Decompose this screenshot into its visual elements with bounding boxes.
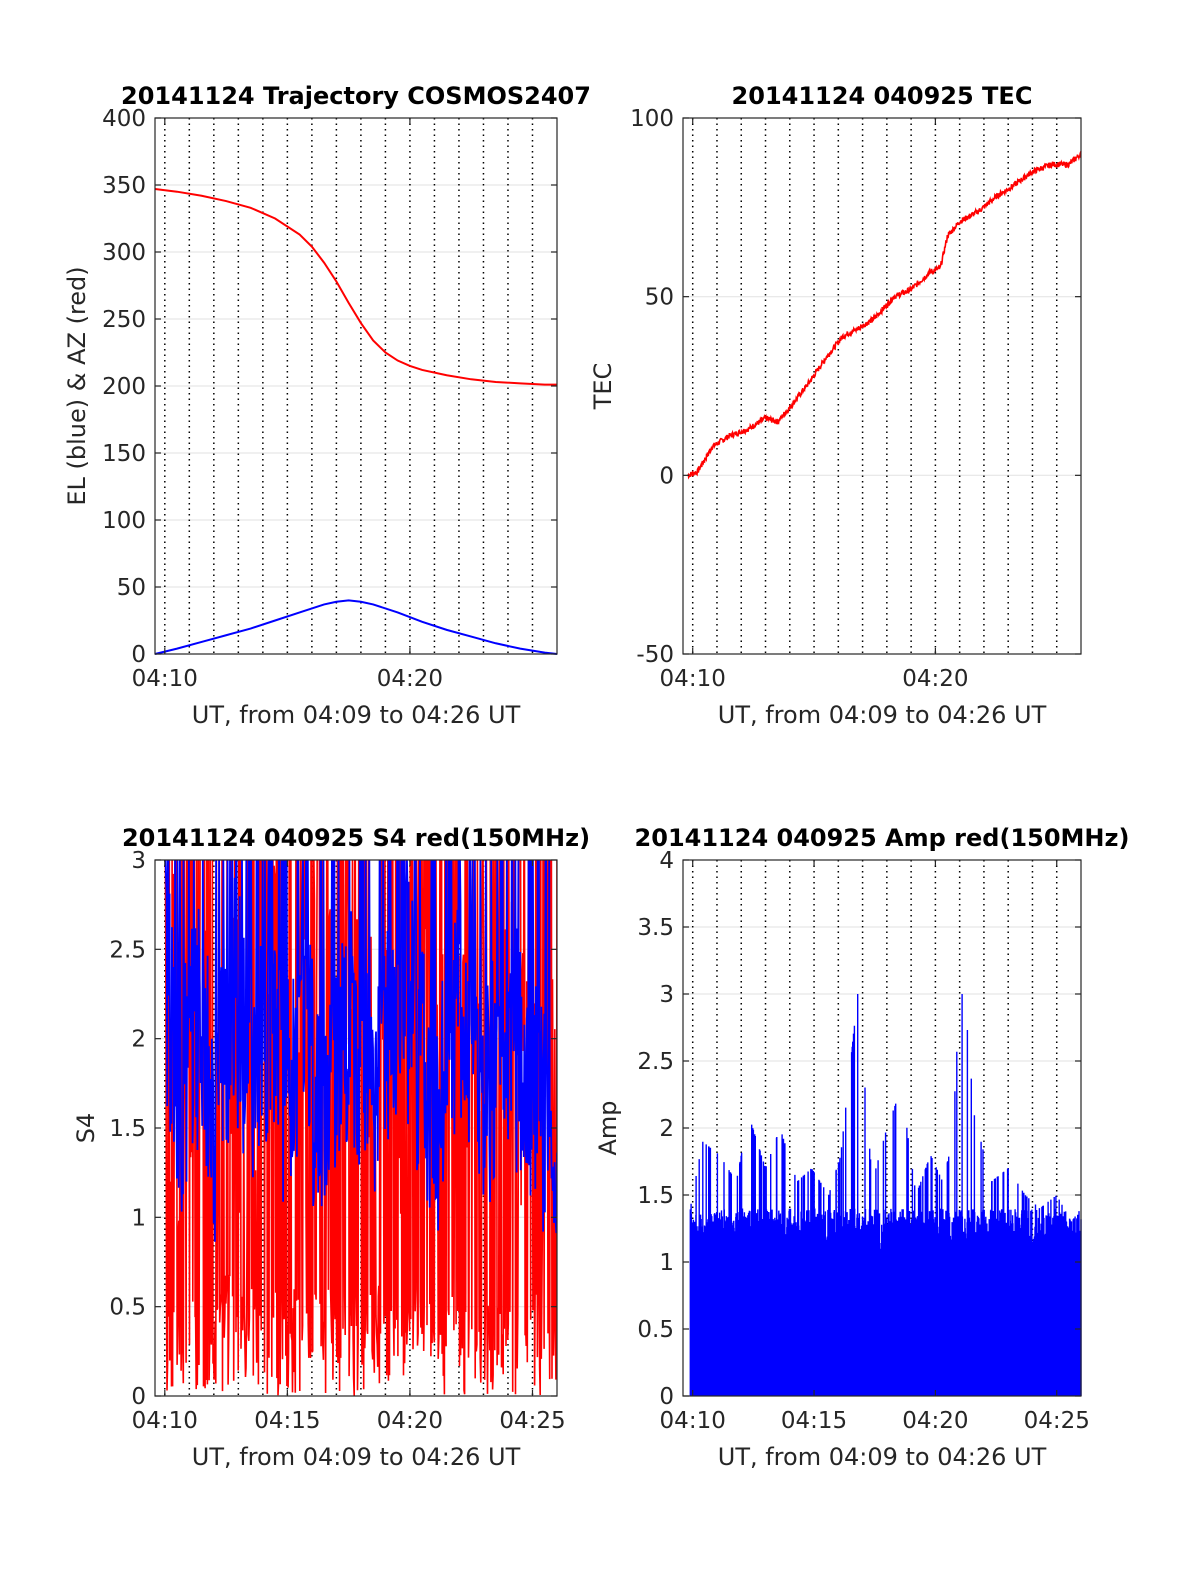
amp-ticks: 04:10 04:15 04:20 04:25 0 0.5 1 1.5 2 2.5 3 3.5 4 bbox=[637, 848, 1089, 1434]
trajectory-ytick-label: 250 bbox=[102, 307, 146, 333]
tec-series-group bbox=[687, 151, 1082, 480]
tec-series-tec bbox=[687, 151, 1082, 480]
amp-ytick-label: 1 bbox=[659, 1250, 674, 1276]
amp-ytick-label: 3.5 bbox=[637, 915, 674, 941]
amp-ytick-label: 0 bbox=[659, 1384, 674, 1410]
trajectory-ticks: 04:10 04:20 0 50 100 150 200 250 300 350 400 bbox=[102, 106, 557, 692]
tec-ytick-label: 0 bbox=[659, 463, 674, 489]
trajectory-ylabel: EL (blue) & AZ (red) bbox=[63, 266, 91, 505]
amp-ytick-label: 1.5 bbox=[637, 1183, 674, 1209]
trajectory-title: 20141124 Trajectory COSMOS2407 bbox=[121, 82, 591, 110]
amp-series-group bbox=[689, 994, 1082, 1396]
tec-xtick-label: 04:10 bbox=[660, 666, 726, 692]
amp-ytick-label: 4 bbox=[659, 848, 674, 874]
amp-xtick-label: 04:20 bbox=[902, 1408, 968, 1434]
trajectory-series-group bbox=[154, 188, 558, 655]
s4-series-blue bbox=[164, 860, 557, 1242]
trajectory-vgrid bbox=[164, 118, 534, 654]
amp-xtick-label: 04:25 bbox=[1024, 1408, 1090, 1434]
tec-xtick-label: 04:20 bbox=[902, 666, 968, 692]
trajectory-xtick-label: 04:20 bbox=[377, 666, 443, 692]
amp-panel: 04:10 04:15 04:20 04:25 0 0.5 1 1.5 2 2.5 3 3.5 4201… bbox=[594, 824, 1129, 1471]
trajectory-ytick-label: 50 bbox=[117, 575, 146, 601]
tec-axes-frame bbox=[682, 117, 1082, 655]
tec-xlabel: UT, from 04:09 to 04:26 UT bbox=[718, 701, 1047, 729]
amp-ytick-label: 3 bbox=[659, 982, 674, 1008]
tec-ylabel: TEC bbox=[589, 363, 617, 411]
trajectory-ytick-label: 400 bbox=[102, 106, 146, 132]
s4-ytick-label: 1 bbox=[131, 1205, 146, 1231]
trajectory-series-el bbox=[154, 599, 558, 655]
s4-ytick-label: 2.5 bbox=[109, 937, 146, 963]
trajectory-ytick-label: 300 bbox=[102, 240, 146, 266]
amp-xlabel: UT, from 04:09 to 04:26 UT bbox=[718, 1443, 1047, 1471]
s4-xlabel: UT, from 04:09 to 04:26 UT bbox=[192, 1443, 521, 1471]
tec-panel: 04:10 04:20 -50 0 50 100 20141124 040925 TEC UT… bbox=[589, 82, 1082, 729]
s4-series-group bbox=[164, 860, 557, 1396]
amp-ytick-label: 0.5 bbox=[637, 1317, 674, 1343]
tec-ytick-label: 50 bbox=[645, 285, 674, 311]
tec-ytick-label: 100 bbox=[630, 106, 674, 132]
tec-hgrid bbox=[683, 296, 1081, 476]
s4-ytick-label: 0.5 bbox=[109, 1295, 146, 1321]
tec-title: 20141124 040925 TEC bbox=[732, 82, 1033, 110]
trajectory-hgrid bbox=[155, 184, 557, 588]
s4-xtick-label: 04:10 bbox=[132, 1408, 198, 1434]
s4-panel: 04:10 04:15 04:20 04:25 0 0.5 1 1.5 2 2.5 32014112… bbox=[72, 824, 590, 1471]
s4-title: 20141124 040925 S4 red(150MHz) bbox=[122, 824, 590, 852]
amp-xtick-label: 04:15 bbox=[781, 1408, 847, 1434]
trajectory-ytick-label: 100 bbox=[102, 508, 146, 534]
trajectory-ytick-label: 150 bbox=[102, 441, 146, 467]
tec-ytick-label: -50 bbox=[636, 642, 674, 668]
amp-ytick-label: 2.5 bbox=[637, 1049, 674, 1075]
trajectory-xlabel: UT, from 04:09 to 04:26 UT bbox=[192, 701, 521, 729]
trajectory-ytick-label: 0 bbox=[131, 642, 146, 668]
trajectory-ytick-label: 200 bbox=[102, 374, 146, 400]
s4-ytick-label: 3 bbox=[131, 848, 146, 874]
trajectory-panel: 04:10 04:20 0 50 100 150 200 250 300 350 400201411… bbox=[63, 82, 591, 729]
amp-ylabel: Amp bbox=[594, 1100, 622, 1155]
s4-ytick-label: 0 bbox=[131, 1384, 146, 1410]
tec-plot-area bbox=[683, 118, 1081, 654]
s4-xtick-label: 04:20 bbox=[377, 1408, 443, 1434]
s4-ytick-label: 2 bbox=[131, 1027, 146, 1053]
s4-ticks: 04:10 04:15 04:20 04:25 0 0.5 1 1.5 2 2.5 3 bbox=[109, 848, 565, 1434]
trajectory-ytick-label: 350 bbox=[102, 173, 146, 199]
trajectory-series-az bbox=[154, 188, 557, 386]
s4-ylabel: S4 bbox=[72, 1113, 100, 1144]
s4-xtick-label: 04:25 bbox=[499, 1408, 565, 1434]
amp-xtick-label: 04:10 bbox=[660, 1408, 726, 1434]
s4-ytick-label: 1.5 bbox=[109, 1116, 146, 1142]
amp-series-amp bbox=[689, 994, 1082, 1396]
amp-ytick-label: 2 bbox=[659, 1116, 674, 1142]
trajectory-xtick-label: 04:10 bbox=[132, 666, 198, 692]
amp-title: 20141124 040925 Amp red(150MHz) bbox=[635, 824, 1130, 852]
tec-vgrid bbox=[691, 118, 1058, 654]
s4-xtick-label: 04:15 bbox=[254, 1408, 320, 1434]
tec-ticks: 04:10 04:20 -50 0 50 100 bbox=[630, 106, 1081, 692]
